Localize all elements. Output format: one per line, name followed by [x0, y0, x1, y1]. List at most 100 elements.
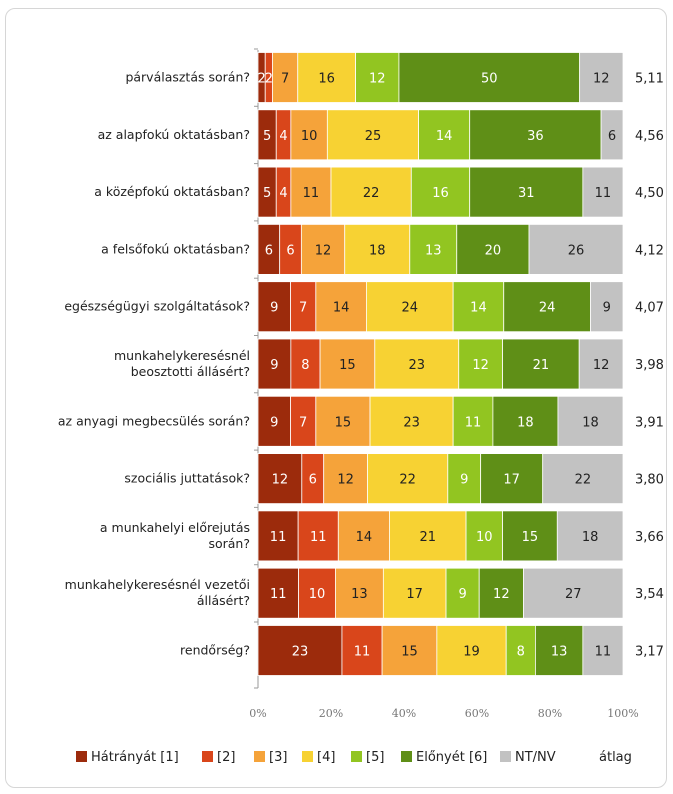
bar-segment — [410, 166, 471, 218]
data-label: 25 — [365, 129, 382, 144]
bar-segment — [480, 453, 544, 505]
bar-segment — [452, 395, 494, 447]
bar-segment — [469, 109, 602, 161]
data-label: 17 — [503, 473, 520, 488]
bar-segment — [456, 223, 530, 275]
data-label: 19 — [463, 645, 480, 660]
average-value: 5,11 — [635, 72, 664, 87]
data-label: 7 — [299, 301, 307, 316]
bar-segment — [367, 453, 449, 505]
category-label: párválasztás során? — [125, 70, 250, 85]
data-label: 22 — [363, 186, 380, 201]
bar-segment — [257, 281, 291, 333]
data-label: 11 — [354, 645, 371, 660]
data-label: 10 — [309, 587, 326, 602]
data-label: 8 — [517, 645, 525, 660]
data-label: 6 — [265, 243, 273, 258]
bar-segment — [578, 338, 624, 390]
bar-segment — [344, 223, 411, 275]
data-label: 11 — [270, 530, 287, 545]
data-label: 12 — [593, 72, 610, 87]
bar-segment — [436, 625, 507, 676]
average-value: 3,91 — [635, 415, 664, 430]
data-label: 24 — [402, 301, 419, 316]
bar-segment — [590, 281, 624, 333]
data-label: 13 — [425, 243, 442, 258]
average-value: 4,07 — [635, 301, 664, 316]
data-label: 21 — [419, 530, 436, 545]
data-label: 18 — [517, 415, 534, 430]
data-label: 5 — [263, 186, 271, 201]
legend-swatch — [202, 751, 213, 762]
data-label: 12 — [593, 358, 610, 373]
bar-segment — [502, 510, 558, 562]
data-label: 11 — [465, 415, 482, 430]
data-label: 7 — [281, 72, 289, 87]
category-label: egészségügyi szolgáltatások? — [64, 299, 250, 314]
data-label: 24 — [539, 301, 556, 316]
data-label: 15 — [339, 358, 356, 373]
legend-swatch — [254, 751, 265, 762]
data-label: 6 — [608, 129, 616, 144]
bar-segment — [257, 567, 299, 619]
legend-label: NT/NV — [515, 750, 556, 765]
bar-segment — [478, 567, 524, 619]
category-label: a felsőfokú oktatásban? — [101, 241, 250, 256]
category-label: munkahelykeresésnél beosztotti állásért? — [114, 348, 250, 379]
x-tick-label: 20% — [319, 707, 343, 720]
average-value: 4,12 — [635, 243, 664, 258]
data-label: 9 — [270, 301, 278, 316]
data-label: 12 — [315, 243, 332, 258]
data-label: 4 — [279, 186, 287, 201]
data-label: 15 — [401, 645, 418, 660]
data-label: 14 — [436, 129, 453, 144]
bar-segment — [330, 166, 412, 218]
data-label: 8 — [301, 358, 309, 373]
data-label: 50 — [481, 72, 498, 87]
average-value: 4,50 — [635, 186, 664, 201]
legend-label: Előnyét [6] — [416, 750, 487, 765]
legend-swatch — [351, 751, 362, 762]
data-label: 22 — [399, 473, 416, 488]
data-label: 11 — [270, 587, 287, 602]
data-label: 15 — [522, 530, 539, 545]
bar-segment — [369, 395, 454, 447]
data-label: 15 — [335, 415, 352, 430]
legend-label-average: átlag — [599, 750, 632, 765]
bar-segment — [381, 625, 438, 676]
data-label: 9 — [270, 415, 278, 430]
average-value: 3,17 — [635, 645, 664, 660]
data-label: 5 — [263, 129, 271, 144]
data-label: 6 — [286, 243, 294, 258]
bar-segment — [465, 510, 503, 562]
legend-swatch — [500, 751, 511, 762]
data-label: 14 — [333, 301, 350, 316]
data-label: 12 — [472, 358, 489, 373]
category-label: a középfokú oktatásban? — [94, 184, 250, 199]
data-label: 9 — [460, 473, 468, 488]
data-label: 13 — [551, 645, 568, 660]
bar-segment — [382, 567, 447, 619]
bar-segment — [319, 338, 376, 390]
data-label: 16 — [318, 72, 335, 87]
data-label: 36 — [527, 129, 544, 144]
data-label: 6 — [309, 473, 317, 488]
legend-swatch — [401, 751, 412, 762]
bar-segment — [257, 338, 292, 390]
data-label: 17 — [406, 587, 423, 602]
bar-segment — [388, 510, 467, 562]
data-label: 12 — [369, 72, 386, 87]
bar-segment — [542, 453, 624, 505]
bar-segment — [398, 52, 581, 103]
data-label: 13 — [351, 587, 368, 602]
category-label: munkahelykeresésnél vezetői állásért? — [65, 577, 250, 608]
bar-segment — [409, 223, 458, 275]
data-label: 23 — [403, 415, 420, 430]
bar-segment — [579, 52, 624, 103]
data-label: 21 — [533, 358, 550, 373]
average-value: 4,56 — [635, 129, 664, 144]
data-label: 2 — [257, 72, 265, 87]
category-label: szociális juttatások? — [124, 471, 250, 486]
data-label: 11 — [595, 645, 612, 660]
